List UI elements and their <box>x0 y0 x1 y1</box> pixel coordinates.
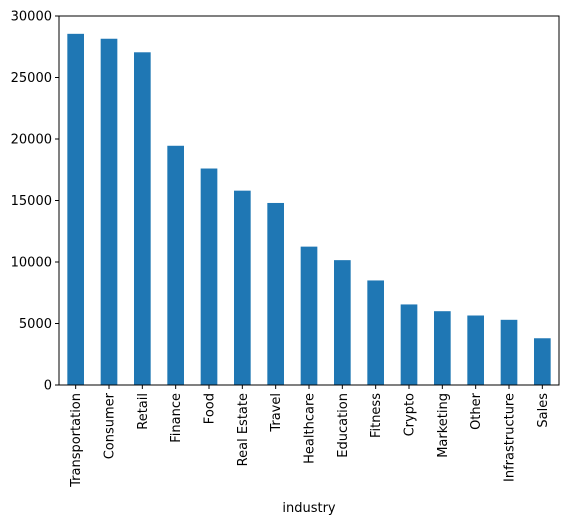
bar-education <box>334 260 351 385</box>
y-tick-label: 30000 <box>11 10 52 25</box>
y-tick-label: 5000 <box>19 317 52 332</box>
y-tick-label: 20000 <box>11 133 52 148</box>
bar-real-estate <box>234 190 251 385</box>
bar-consumer <box>100 38 118 385</box>
x-tick-label: Retail <box>136 393 151 430</box>
x-tick-label: Other <box>469 392 484 430</box>
x-tick-label: Healthcare <box>303 393 318 464</box>
x-tick-label: Consumer <box>103 392 118 459</box>
x-tick-label: Fitness <box>369 393 384 438</box>
x-axis: Transportation Consumer Retail Finance Food R… <box>69 385 551 488</box>
bar-food <box>200 168 218 385</box>
bar-crypto <box>400 304 418 385</box>
bar-fitness <box>367 280 384 385</box>
y-tick-label: 25000 <box>11 71 52 86</box>
x-tick-label: Real Estate <box>236 393 251 466</box>
x-axis-label: industry <box>282 501 336 516</box>
x-tick-label: Travel <box>269 393 284 433</box>
y-tick-label: 10000 <box>11 256 52 271</box>
plot-frame <box>58 15 560 386</box>
x-tick-label: Food <box>203 393 218 424</box>
x-tick-label: Sales <box>536 393 551 428</box>
x-tick-label: Transportation <box>69 393 84 488</box>
x-tick-label: Marketing <box>436 393 451 458</box>
x-tick-label: Infrastructure <box>503 393 518 482</box>
bar-healthcare <box>300 246 318 386</box>
y-tick-label: 15000 <box>11 194 52 209</box>
bar-other <box>467 315 484 385</box>
x-tick-label: Crypto <box>403 393 418 436</box>
bar-retail <box>134 52 151 385</box>
x-tick-label: Education <box>336 393 351 458</box>
bar-transportation <box>67 33 84 385</box>
y-tick-label: 0 <box>44 379 52 394</box>
bar-travel <box>267 202 284 385</box>
bars-layer <box>67 33 551 386</box>
bar-marketing <box>434 311 451 385</box>
bar-infrastructure <box>500 319 518 385</box>
y-axis: 0 5000 10000 15000 20000 25000 30000 <box>11 10 59 394</box>
bar-finance <box>167 145 184 385</box>
x-tick-label: Finance <box>169 393 184 443</box>
bar-sales <box>534 338 551 385</box>
